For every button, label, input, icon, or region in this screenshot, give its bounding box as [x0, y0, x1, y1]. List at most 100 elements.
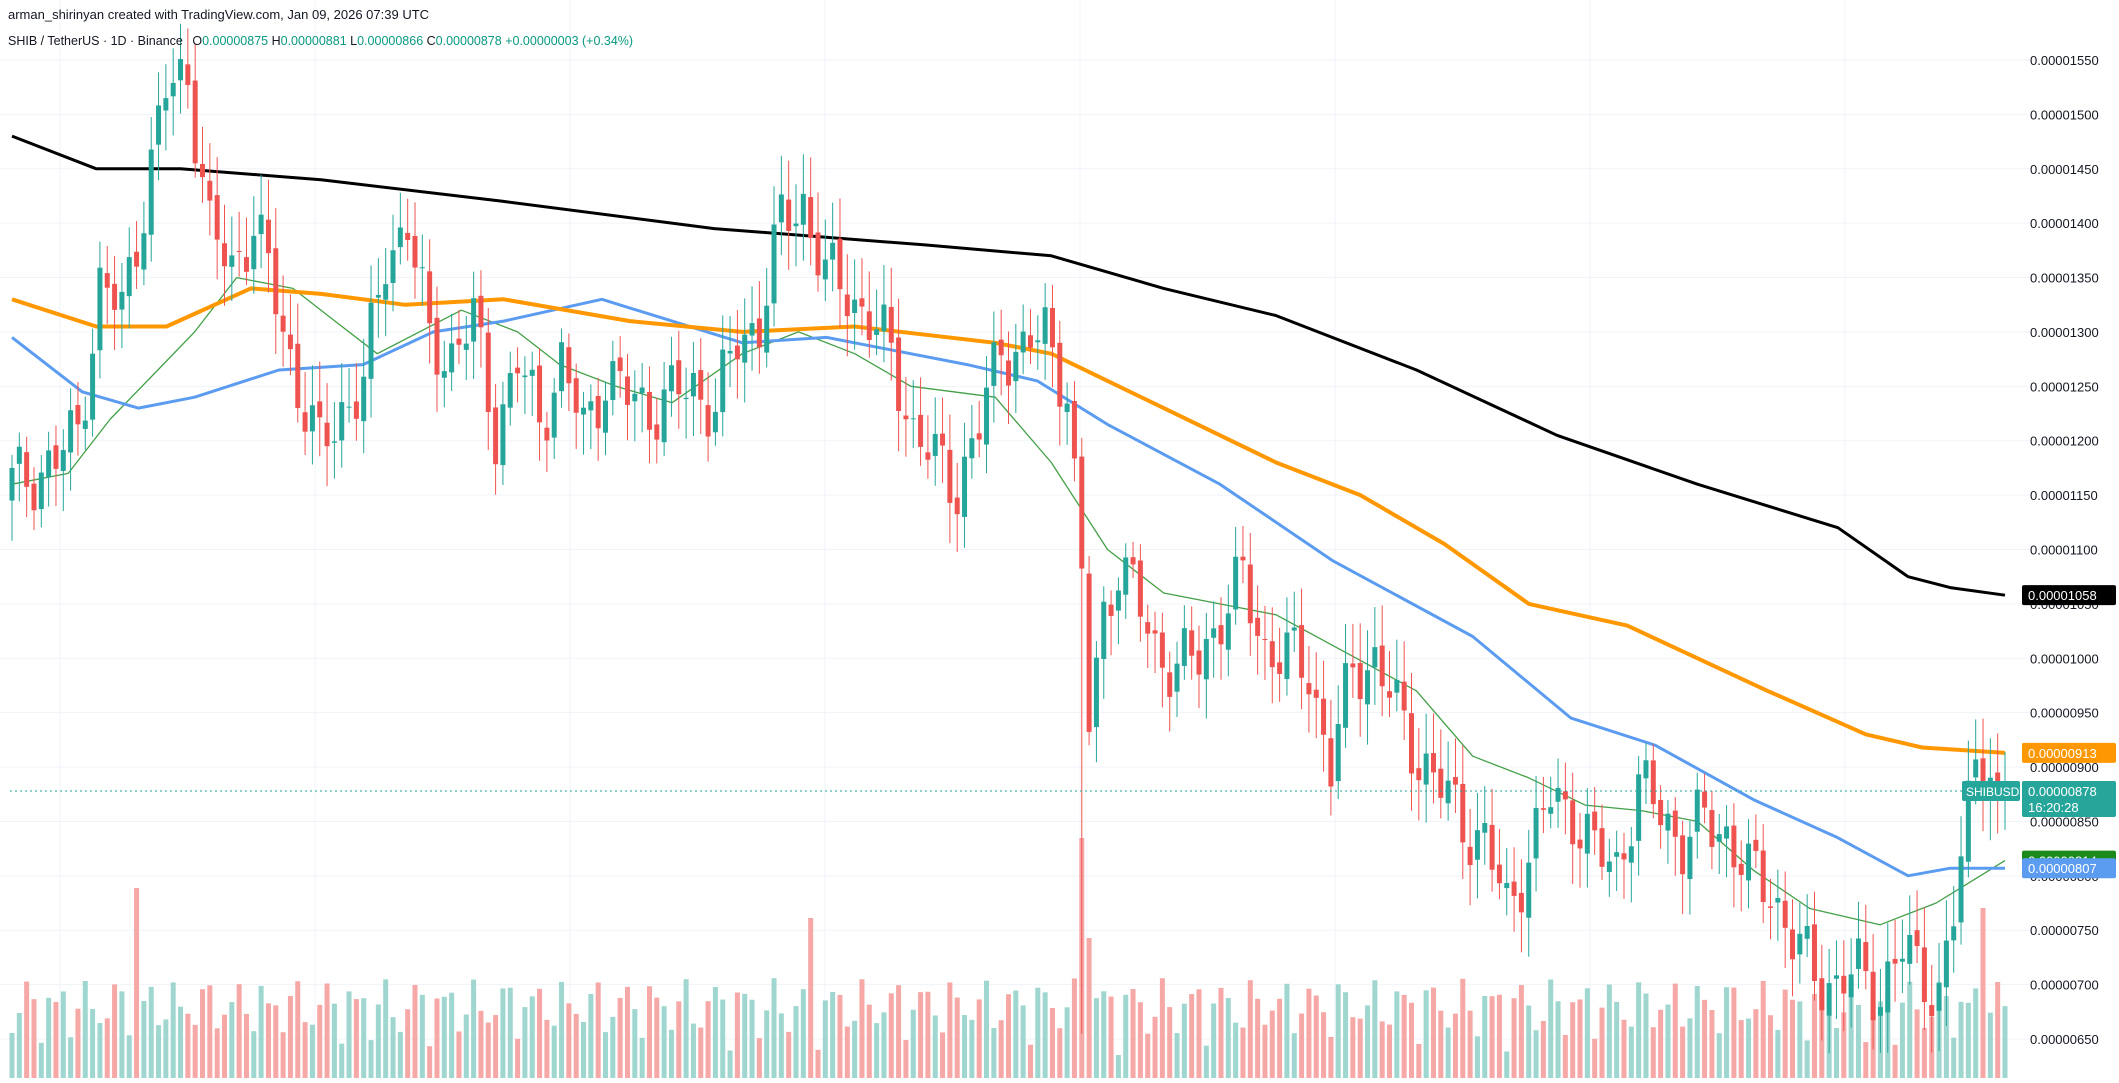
candle-body[interactable] — [1430, 753, 1436, 773]
candle-body[interactable] — [1819, 978, 1825, 1011]
candle-body[interactable] — [1746, 843, 1752, 881]
candle-body[interactable] — [690, 373, 696, 397]
candle-body[interactable] — [456, 338, 462, 345]
candle-body[interactable] — [1665, 813, 1671, 831]
candle-body[interactable] — [368, 302, 374, 379]
candle-body[interactable] — [537, 365, 543, 423]
candle-body[interactable] — [734, 345, 740, 360]
candle-body[interactable] — [1914, 930, 1920, 947]
candle-body[interactable] — [1467, 846, 1473, 866]
candle-body[interactable] — [1159, 632, 1165, 668]
candle-body[interactable] — [1189, 630, 1195, 656]
candle-body[interactable] — [243, 257, 249, 272]
candle-body[interactable] — [493, 407, 499, 465]
candle-body[interactable] — [910, 418, 916, 420]
candle-body[interactable] — [1709, 810, 1715, 847]
candle-body[interactable] — [397, 227, 403, 248]
candle-body[interactable] — [302, 412, 308, 432]
candle-body[interactable] — [1343, 663, 1349, 728]
candle-body[interactable] — [1702, 791, 1708, 808]
candle-body[interactable] — [1255, 617, 1261, 636]
candle-body[interactable] — [1035, 340, 1041, 343]
candle-body[interactable] — [786, 199, 792, 231]
candle-body[interactable] — [170, 82, 176, 97]
candle-body[interactable] — [1057, 342, 1063, 407]
candle-body[interactable] — [742, 334, 748, 363]
candle-body[interactable] — [544, 427, 550, 441]
candle-body[interactable] — [1020, 331, 1026, 353]
candle-body[interactable] — [1570, 800, 1576, 845]
candle-body[interactable] — [1658, 799, 1664, 826]
candle-body[interactable] — [1584, 813, 1590, 854]
candle-body[interactable] — [1357, 663, 1363, 700]
candle-body[interactable] — [1306, 683, 1312, 695]
candle-body[interactable] — [1372, 647, 1378, 668]
candle-body[interactable] — [1885, 961, 1891, 1013]
candle-body[interactable] — [471, 298, 477, 342]
candle-body[interactable] — [1606, 861, 1612, 872]
candle-body[interactable] — [617, 357, 623, 372]
candle-body[interactable] — [1694, 789, 1700, 832]
candle-body[interactable] — [668, 365, 674, 392]
candle-body[interactable] — [163, 98, 169, 111]
candle-body[interactable] — [925, 452, 931, 460]
candle-body[interactable] — [185, 64, 191, 85]
candle-body[interactable] — [1291, 627, 1297, 631]
candle-body[interactable] — [918, 414, 924, 447]
candle-body[interactable] — [1599, 828, 1605, 867]
candle-body[interactable] — [141, 233, 147, 270]
candle-body[interactable] — [38, 472, 44, 510]
candle-body[interactable] — [1049, 307, 1055, 348]
candle-body[interactable] — [265, 219, 271, 254]
candle-body[interactable] — [9, 467, 15, 501]
candle-body[interactable] — [1387, 691, 1393, 698]
candle-body[interactable] — [976, 433, 982, 440]
candle-body[interactable] — [881, 304, 887, 332]
candle-body[interactable] — [1826, 983, 1832, 1016]
candle-body[interactable] — [1489, 824, 1495, 870]
candle-body[interactable] — [1460, 783, 1466, 843]
candle-body[interactable] — [1416, 768, 1422, 781]
candle-body[interactable] — [273, 248, 279, 315]
candle-body[interactable] — [1196, 650, 1202, 675]
candle-body[interactable] — [148, 149, 154, 235]
candle-body[interactable] — [353, 401, 359, 419]
candle-body[interactable] — [31, 483, 37, 511]
candle-body[interactable] — [485, 332, 491, 413]
candle-body[interactable] — [1115, 590, 1121, 611]
candle-body[interactable] — [1636, 774, 1642, 841]
candle-body[interactable] — [800, 193, 806, 225]
candles[interactable] — [9, 23, 2008, 1054]
candle-body[interactable] — [178, 59, 184, 81]
candle-body[interactable] — [1408, 713, 1414, 774]
candle-body[interactable] — [646, 391, 652, 430]
candle-body[interactable] — [1790, 929, 1796, 960]
candle-body[interactable] — [1782, 900, 1788, 928]
candle-body[interactable] — [1724, 826, 1730, 839]
candle-body[interactable] — [90, 353, 96, 420]
candle-body[interactable] — [46, 450, 52, 478]
candle-body[interactable] — [1951, 926, 1957, 941]
candle-body[interactable] — [705, 405, 711, 437]
candle-body[interactable] — [1445, 780, 1451, 804]
candle-body[interactable] — [1269, 641, 1275, 668]
candle-body[interactable] — [1833, 975, 1839, 979]
candle-body[interactable] — [75, 405, 81, 425]
candle-body[interactable] — [1064, 403, 1070, 412]
candle-body[interactable] — [1181, 628, 1187, 666]
candle-body[interactable] — [522, 375, 528, 378]
candle-body[interactable] — [1811, 924, 1817, 982]
candle-body[interactable] — [419, 267, 425, 269]
candle-body[interactable] — [1145, 622, 1151, 634]
candle-body[interactable] — [16, 446, 22, 464]
candle-body[interactable] — [764, 305, 770, 353]
candle-body[interactable] — [221, 243, 227, 267]
candle-body[interactable] — [1738, 863, 1744, 875]
candle-body[interactable] — [998, 339, 1004, 356]
candle-body[interactable] — [1863, 942, 1869, 972]
candle-body[interactable] — [1680, 835, 1686, 875]
candle-body[interactable] — [134, 251, 140, 267]
candle-body[interactable] — [1284, 632, 1290, 680]
candle-body[interactable] — [317, 401, 323, 418]
candle-body[interactable] — [1093, 657, 1099, 728]
